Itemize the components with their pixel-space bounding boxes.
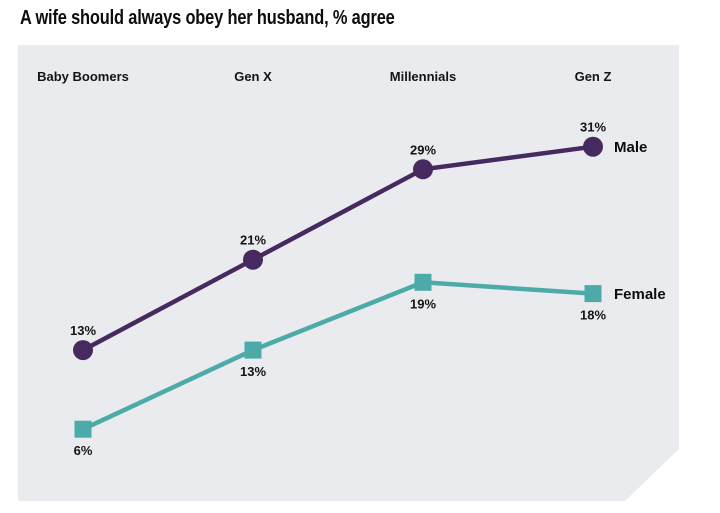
male-point-marker	[243, 249, 263, 270]
category-label-baby-boomers: Baby Boomers	[37, 69, 129, 84]
plot-area: Baby Boomers Gen X Millennials Gen Z 13% 21% 2…	[18, 45, 679, 501]
category-label-millennials: Millennials	[390, 69, 456, 84]
female-point-marker	[584, 285, 602, 303]
category-label-gen-x: Gen X	[234, 69, 272, 84]
female-value-label: 19%	[410, 296, 436, 311]
male-point-marker	[413, 159, 433, 180]
male-point-marker	[583, 136, 603, 157]
female-point-marker	[414, 273, 432, 291]
female-series-label: Female	[614, 286, 666, 303]
female-line	[82, 280, 594, 432]
male-value-label: 31%	[580, 120, 606, 135]
female-point-marker	[244, 341, 262, 359]
chart-title: A wife should always obey her husband, %…	[20, 7, 395, 29]
female-value-label: 13%	[240, 364, 266, 379]
female-point-marker	[74, 420, 92, 438]
male-line	[81, 144, 594, 353]
male-value-label: 13%	[70, 323, 96, 338]
line-chart: Baby Boomers Gen X Millennials Gen Z 13% 21% 2…	[37, 69, 666, 458]
male-series-label: Male	[614, 139, 647, 156]
female-value-label: 6%	[74, 443, 93, 458]
male-point-marker	[73, 340, 93, 361]
male-value-label: 21%	[240, 233, 266, 248]
male-value-label: 29%	[410, 142, 436, 157]
female-value-label: 18%	[580, 308, 606, 323]
category-label-gen-z: Gen Z	[575, 69, 612, 84]
